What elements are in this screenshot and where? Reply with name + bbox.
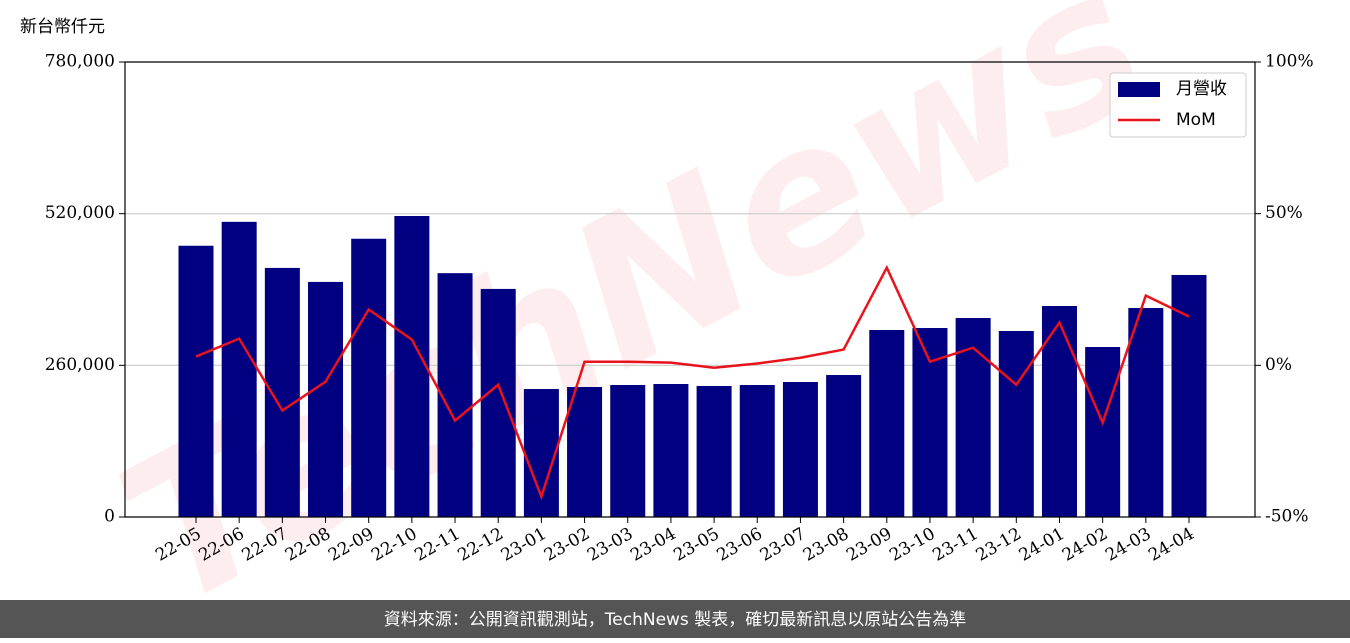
- x-tick-label: 24-02: [1059, 524, 1111, 566]
- bar: [1041, 306, 1077, 517]
- bar: [567, 386, 603, 517]
- plot-frame: [124, 61, 1256, 518]
- footer-bar: [0, 600, 1350, 638]
- y2-tick-label: 50%: [1265, 203, 1303, 223]
- bar: [696, 385, 732, 517]
- bar: [782, 382, 818, 517]
- y-tick-label: 780,000: [45, 52, 115, 72]
- bar: [178, 245, 214, 517]
- x-tick-label: 23-01: [498, 524, 550, 566]
- bar: [912, 328, 948, 517]
- bar: [394, 216, 430, 517]
- bar: [480, 288, 516, 517]
- y-tick-label: 520,000: [45, 203, 115, 223]
- bar: [1128, 307, 1164, 517]
- x-tick-label: 23-11: [929, 524, 981, 566]
- y-tick-label: 260,000: [45, 355, 115, 375]
- x-tick-label: 23-06: [714, 524, 766, 566]
- bar: [1085, 347, 1121, 517]
- bar: [221, 221, 257, 518]
- source-note: 資料來源：公開資訊觀測站，TechNews 製表，確切最新訊息以原站公告為準: [384, 610, 966, 630]
- y2-tick-label: -50%: [1265, 507, 1309, 527]
- bar: [351, 238, 387, 517]
- x-tick-label: 24-03: [1102, 524, 1154, 566]
- y-tick-label: 0: [104, 507, 115, 527]
- bar: [653, 384, 689, 517]
- bar: [998, 330, 1034, 517]
- x-tick-label: 23-10: [886, 524, 938, 566]
- x-tick-label: 24-04: [1145, 524, 1197, 566]
- x-tick-label: 23-12: [973, 524, 1025, 566]
- x-tick-label: 23-04: [627, 524, 679, 566]
- x-tick-label: 23-08: [800, 524, 852, 566]
- line: [195, 264, 1190, 501]
- bar: [826, 375, 862, 517]
- x-tick-label: 23-09: [843, 524, 895, 566]
- x-tick-label: 22-12: [455, 524, 507, 566]
- y2-tick-label: 0%: [1265, 355, 1292, 375]
- legend-label: 月營收: [1176, 79, 1227, 99]
- bar: [308, 281, 344, 517]
- bar: [869, 329, 905, 517]
- y2-tick-label: 100%: [1265, 52, 1314, 72]
- legend-label: MoM: [1176, 110, 1216, 130]
- x-tick-label: 23-02: [541, 524, 593, 566]
- x-tick-label: 23-07: [757, 524, 809, 566]
- x-tick-label: 24-01: [1016, 524, 1068, 566]
- bar: [739, 384, 775, 517]
- y-axis-label: 新台幣仟元: [20, 17, 105, 37]
- x-tick-label: 23-05: [670, 524, 722, 566]
- bar: [437, 273, 473, 517]
- bar: [610, 384, 646, 517]
- legend-swatch: [1118, 82, 1160, 97]
- x-tick-label: 23-03: [584, 524, 636, 566]
